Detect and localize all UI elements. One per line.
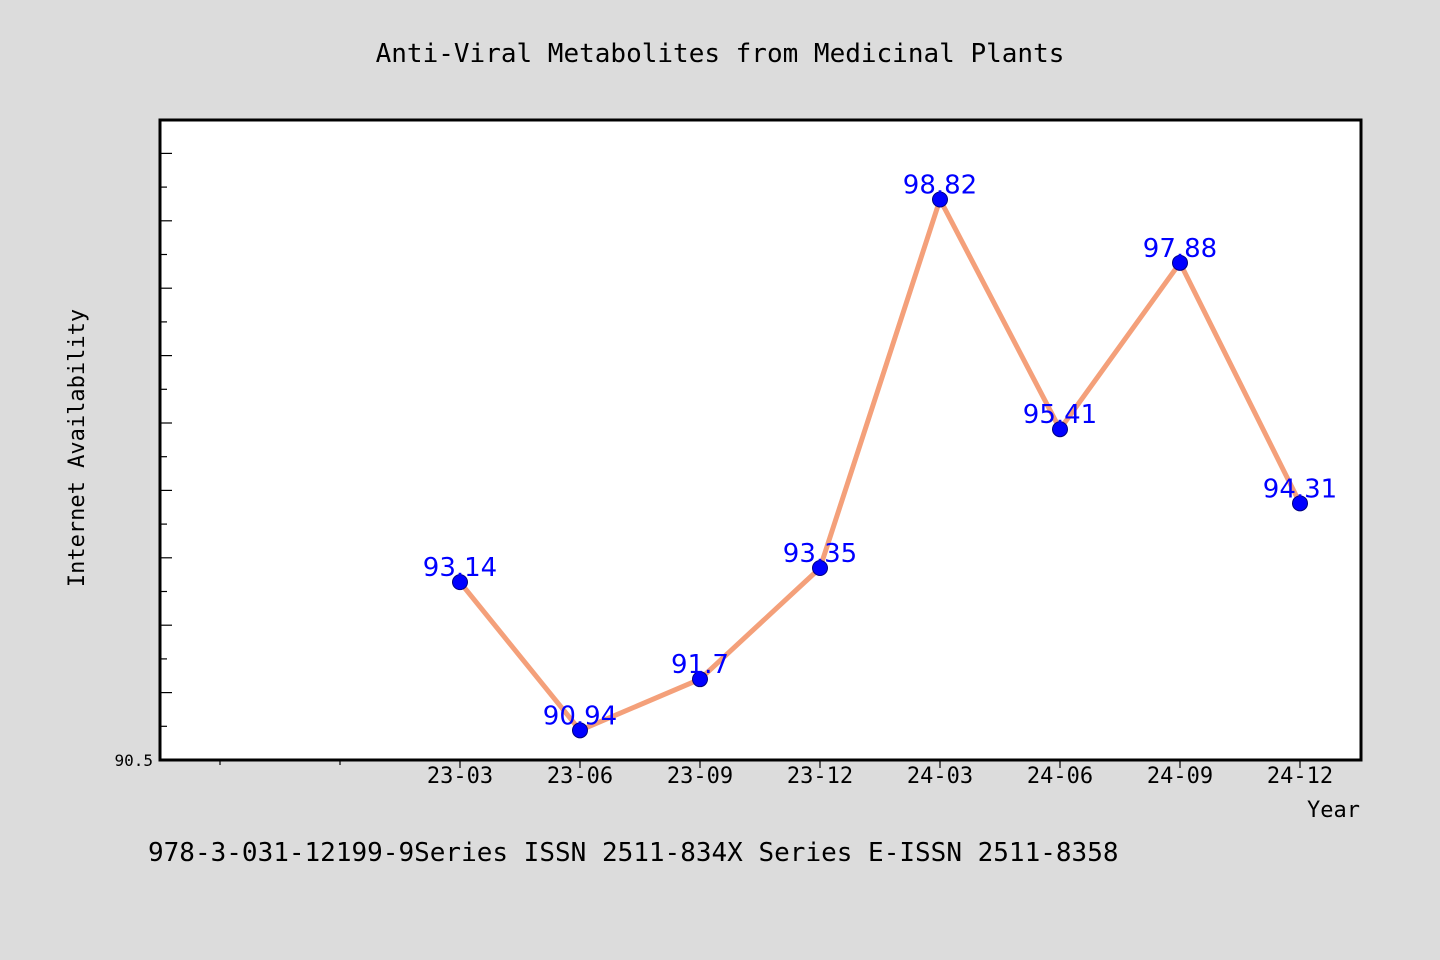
y-axis-tick-labels: 90.5 bbox=[114, 751, 153, 770]
data-point bbox=[1052, 421, 1068, 438]
data-point bbox=[692, 671, 708, 688]
x-tick-label: 23-06 bbox=[547, 764, 613, 789]
data-label: 95.41 bbox=[1023, 400, 1097, 430]
data-point bbox=[1172, 254, 1188, 271]
data-point bbox=[932, 191, 948, 208]
footer-isbn-issn: 978-3-031-12199-9Series ISSN 2511-834X S… bbox=[148, 838, 1119, 868]
data-point bbox=[812, 560, 828, 576]
x-tick-label: 24-06 bbox=[1027, 764, 1093, 789]
x-tick-label: 24-09 bbox=[1147, 764, 1213, 789]
data-point bbox=[572, 722, 588, 739]
y-tick-label: 90.5 bbox=[114, 751, 153, 770]
data-label: 94.31 bbox=[1263, 474, 1337, 504]
y-axis-label: Internet Availability bbox=[65, 309, 90, 587]
x-tick-label: 24-03 bbox=[907, 764, 973, 789]
x-axis-tick-labels: 23-03 23-06 23-09 23-12 24-03 24-06 24-09 24-12 bbox=[427, 764, 1333, 789]
x-tick-label: 24-12 bbox=[1267, 764, 1333, 789]
data-label: 90.94 bbox=[543, 701, 617, 731]
series-group: 93.14 90.94 91.7 93.35 98.82 95.41 97.88 94.31 bbox=[423, 170, 1337, 739]
data-label: 98.82 bbox=[903, 170, 977, 200]
x-tick-label: 23-12 bbox=[787, 764, 853, 789]
x-axis-ticks bbox=[219, 760, 1301, 768]
series-line bbox=[457, 196, 1303, 733]
x-tick-label: 23-09 bbox=[667, 764, 733, 789]
data-label: 97.88 bbox=[1143, 234, 1217, 264]
x-axis-label: Year bbox=[1307, 798, 1360, 823]
data-label: 91.7 bbox=[671, 650, 729, 680]
data-label: 93.35 bbox=[783, 539, 857, 569]
y-axis-ticks bbox=[160, 152, 172, 761]
x-tick-label: 23-03 bbox=[427, 764, 493, 789]
chart-title: Anti-Viral Metabolites from Medicinal Pl… bbox=[376, 39, 1065, 69]
data-point bbox=[452, 574, 468, 591]
data-point bbox=[1292, 495, 1308, 512]
plot-area bbox=[158, 118, 1363, 762]
data-label: 93.14 bbox=[423, 553, 497, 583]
